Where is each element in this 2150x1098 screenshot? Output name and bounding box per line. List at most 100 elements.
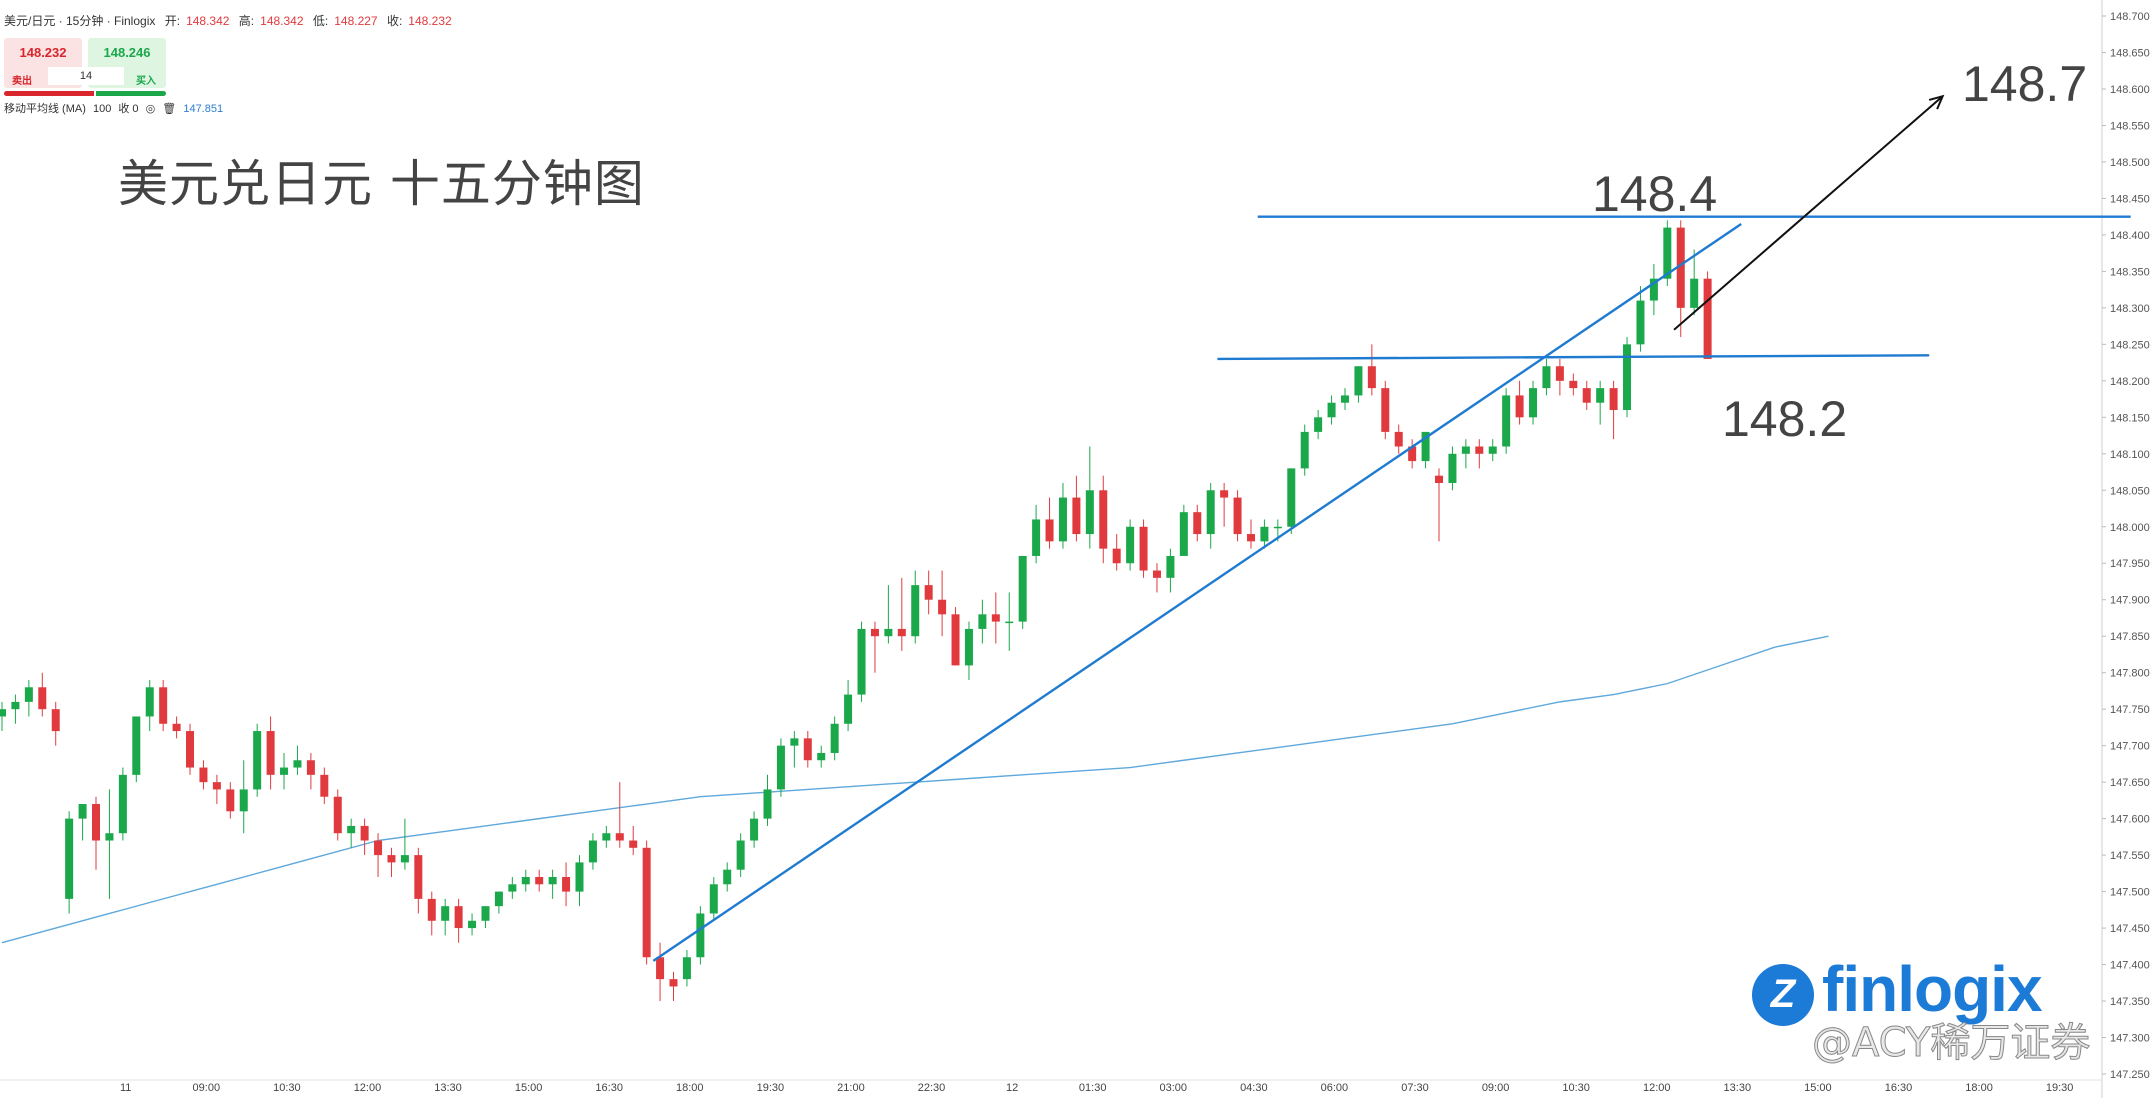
candle xyxy=(65,811,74,914)
candle xyxy=(602,825,611,848)
candle-body xyxy=(991,614,1000,622)
candle-body xyxy=(1515,395,1524,418)
candle xyxy=(535,869,544,892)
candle xyxy=(776,738,785,797)
indicator-period: 100 xyxy=(92,103,112,115)
candle xyxy=(1515,380,1524,425)
candle xyxy=(441,898,450,936)
candle xyxy=(1582,380,1591,411)
candle xyxy=(374,833,383,877)
x-tick-label: 13:30 xyxy=(434,1082,462,1094)
candle xyxy=(0,701,6,732)
quantity-input[interactable]: 14 xyxy=(48,67,124,85)
candle xyxy=(669,971,678,1002)
target-arrow xyxy=(1673,95,1944,331)
sell-price: 148.232 xyxy=(19,45,67,60)
candle-body xyxy=(1408,446,1417,462)
candle-body xyxy=(736,840,745,870)
candle xyxy=(186,723,195,775)
trendline-level-148.2 xyxy=(1217,354,1930,361)
candle xyxy=(1448,446,1457,491)
candle-body xyxy=(481,906,490,921)
candle-body xyxy=(1166,555,1175,578)
y-tick-label: 148.600 xyxy=(2110,84,2150,96)
logo-letter: Z xyxy=(1770,972,1796,1016)
y-tick-label: 148.150 xyxy=(2110,412,2150,424)
x-tick-label: 16:30 xyxy=(595,1082,623,1094)
candle-body xyxy=(884,628,893,637)
candle-body xyxy=(360,825,369,841)
x-tick-label: 10:30 xyxy=(273,1082,301,1094)
candle xyxy=(1502,388,1511,454)
x-tick-label: 19:30 xyxy=(757,1082,785,1094)
candle xyxy=(1045,497,1054,549)
candle-body xyxy=(817,752,826,761)
candle xyxy=(790,731,799,768)
candle-body xyxy=(656,957,665,980)
y-tick-label: 148.450 xyxy=(2110,193,2150,205)
candle-body xyxy=(1206,490,1215,535)
candle xyxy=(1609,380,1618,440)
moving-average-line xyxy=(1,635,1829,944)
indicator-source: 收 0 xyxy=(118,103,139,115)
candle xyxy=(414,847,423,914)
candle-body xyxy=(387,855,396,863)
candle-body xyxy=(1582,388,1591,403)
trash-icon[interactable]: 🗑 xyxy=(162,103,177,115)
x-tick-label: 18:00 xyxy=(676,1082,704,1094)
logo-text: finlogix xyxy=(1822,953,2043,1025)
candle-body xyxy=(1529,388,1538,418)
candle xyxy=(454,898,463,943)
candle xyxy=(857,621,866,702)
x-tick-label: 11 xyxy=(120,1082,131,1094)
candle xyxy=(38,672,47,717)
candle-body xyxy=(750,818,759,841)
candlestick-layer xyxy=(0,220,1712,1002)
candle-body xyxy=(280,767,289,775)
candle xyxy=(253,723,262,797)
candle xyxy=(1005,592,1014,651)
trendline-layer xyxy=(652,94,2131,962)
candle-body xyxy=(1287,468,1296,527)
candle-body xyxy=(1220,490,1229,498)
candle-body xyxy=(1179,512,1188,556)
open-label: 开: xyxy=(164,14,181,28)
candle xyxy=(1569,373,1578,396)
candle-body xyxy=(1112,548,1121,564)
candle-body xyxy=(226,789,235,812)
candle-body xyxy=(239,789,248,812)
candle xyxy=(548,869,557,899)
candle xyxy=(1381,380,1390,440)
candle-body xyxy=(1475,446,1484,454)
candle-body xyxy=(1502,395,1511,447)
symbol-name: 美元/日元 · 15分钟 · Finlogix xyxy=(4,14,156,28)
trendline-support xyxy=(652,222,1742,962)
candle-body xyxy=(629,840,638,848)
candle xyxy=(1341,388,1349,411)
candle xyxy=(306,752,315,790)
candle-body xyxy=(1327,402,1336,418)
candle-body xyxy=(548,876,557,885)
y-tick-label: 147.900 xyxy=(2110,595,2150,607)
candle xyxy=(1327,395,1336,425)
candle-body xyxy=(105,833,114,841)
candle-body xyxy=(803,738,812,761)
y-tick-label: 148.550 xyxy=(2110,120,2150,132)
candle xyxy=(1676,220,1685,338)
candle xyxy=(51,701,60,746)
x-tick-label: 06:00 xyxy=(1321,1082,1349,1094)
candle xyxy=(1354,366,1363,403)
eye-icon[interactable]: ◎ xyxy=(145,103,156,115)
y-tick-label: 147.450 xyxy=(2110,923,2150,935)
level-low-label: 148.2 xyxy=(1722,391,1848,447)
candle xyxy=(1085,446,1094,549)
candle xyxy=(118,767,127,841)
x-tick-label: 19:30 xyxy=(2046,1082,2074,1094)
candle xyxy=(239,760,248,834)
candle xyxy=(320,767,329,805)
candle-body xyxy=(159,687,168,724)
y-axis-ticks: 148.700 148.650 148.600 148.550 148.500 148.4… xyxy=(2102,11,2150,1081)
indicator-legend: 移动平均线 (MA) 100 收 0 ◎ 🗑 147.851 xyxy=(4,100,227,116)
candle-body xyxy=(132,716,141,775)
